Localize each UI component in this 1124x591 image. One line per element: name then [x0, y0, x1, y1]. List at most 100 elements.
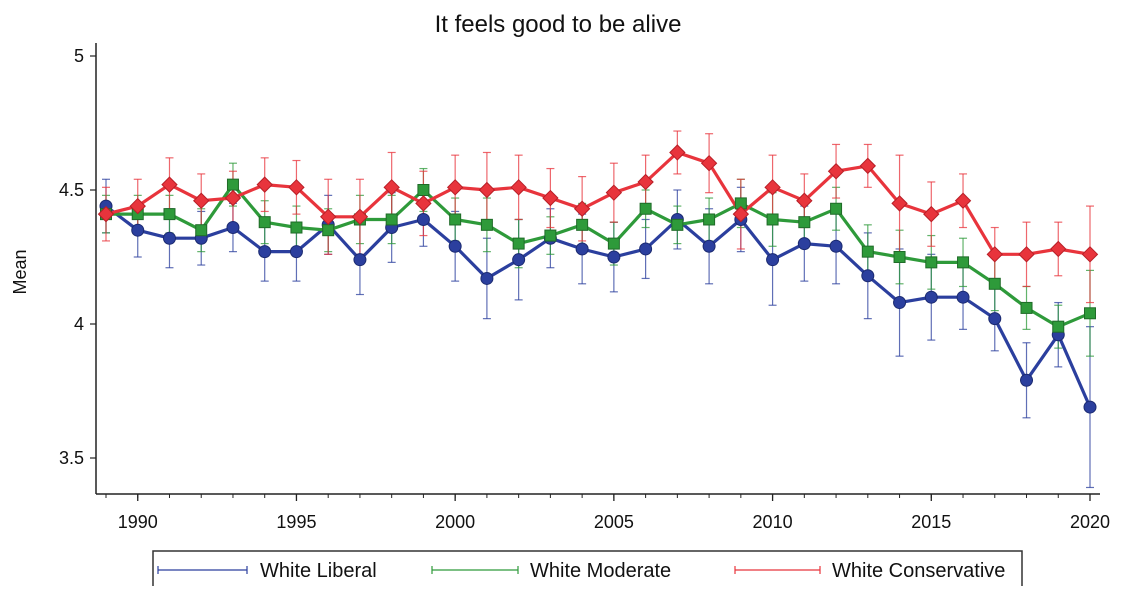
white-liberal-point — [829, 239, 843, 253]
white-moderate-point — [893, 251, 906, 263]
white-conservative-point — [383, 179, 400, 196]
legend-box — [152, 550, 1023, 591]
white-moderate-point — [671, 218, 684, 231]
white-moderate-point — [925, 256, 938, 269]
white-moderate-point — [290, 221, 303, 234]
white-liberal-point — [512, 253, 526, 267]
white-liberal-point — [766, 253, 780, 267]
white-conservative-point — [193, 192, 210, 209]
white-conservative-point — [732, 205, 750, 223]
x-tick-label: 2020 — [1070, 512, 1110, 532]
white-conservative-line — [105, 150, 1091, 256]
axes: 3.5 4 4.5 5 1990 1995 2000 2005 2010 2015 2020 — [59, 43, 1110, 532]
y-tick-label: 5 — [74, 46, 84, 66]
white-moderate-point — [258, 216, 271, 229]
white-liberal-point — [575, 242, 589, 256]
white-conservative-point — [669, 144, 686, 161]
white-conservative-point — [129, 197, 146, 215]
white-liberal-point — [162, 231, 176, 245]
white-conservative-point — [224, 189, 242, 207]
white-moderate-point — [322, 224, 335, 237]
white-conservative-point — [1018, 246, 1035, 263]
white-conservative-point — [954, 192, 972, 209]
white-conservative-point — [859, 157, 877, 175]
white-conservative-point — [256, 176, 273, 193]
white-conservative-point — [510, 179, 527, 196]
white-liberal-point — [289, 245, 303, 259]
x-tick-label: 1995 — [276, 512, 316, 532]
white-moderate-point — [544, 229, 557, 242]
white-conservative-point — [923, 205, 940, 223]
series-lines — [105, 150, 1092, 408]
white-liberal-point — [131, 223, 145, 237]
white-liberal-point — [258, 245, 272, 259]
white-moderate-point — [449, 213, 462, 226]
white-conservative-point — [605, 184, 623, 201]
white-moderate-point — [607, 237, 620, 250]
error-bars — [102, 130, 1094, 489]
white-liberal-line — [105, 204, 1092, 408]
y-tick-label: 4 — [74, 314, 84, 334]
white-moderate-point — [830, 202, 843, 215]
white-conservative-point — [764, 179, 781, 196]
white-conservative-point — [637, 173, 654, 191]
x-tick-label: 2005 — [594, 512, 634, 532]
white-liberal-point — [1020, 373, 1034, 387]
white-liberal-point — [353, 253, 367, 267]
white-moderate-point — [1020, 301, 1033, 314]
white-liberal-point — [480, 271, 494, 285]
white-moderate-point — [163, 208, 176, 221]
x-tick-label: 1990 — [118, 512, 158, 532]
white-moderate-point — [766, 213, 779, 226]
white-conservative-point — [827, 163, 845, 180]
white-conservative-point — [478, 181, 496, 199]
white-moderate-point — [512, 237, 525, 250]
white-moderate-point — [1052, 320, 1065, 333]
x-tick-label: 2015 — [911, 512, 951, 532]
white-liberal-point — [1083, 400, 1097, 414]
y-tick-label: 4.5 — [59, 180, 84, 200]
white-moderate-legend-label: White Moderate — [530, 560, 671, 582]
white-conservative-point — [1081, 246, 1099, 263]
white-liberal-point — [226, 221, 240, 235]
white-conservative-point — [319, 208, 337, 226]
series-markers — [97, 144, 1099, 414]
white-moderate-point — [385, 213, 398, 226]
white-conservative-point — [288, 179, 305, 196]
white-moderate-point — [226, 178, 239, 191]
white-conservative-point — [542, 189, 559, 207]
white-moderate-point — [195, 224, 208, 237]
white-moderate-line — [106, 183, 1091, 329]
white-conservative-point — [415, 195, 432, 212]
white-liberal-point — [702, 239, 716, 253]
white-moderate-point — [417, 184, 430, 196]
white-conservative-point — [986, 246, 1003, 263]
white-liberal-point — [956, 290, 970, 304]
white-moderate-point — [1084, 307, 1096, 320]
white-conservative-point — [891, 195, 908, 212]
white-liberal-point — [448, 239, 462, 253]
white-moderate-point — [703, 213, 716, 226]
chart-title: It feels good to be alive — [435, 11, 682, 38]
white-liberal-point — [416, 212, 430, 226]
x-tick-label: 2000 — [435, 512, 475, 532]
white-conservative-point — [1050, 240, 1067, 258]
white-conservative-legend-label: White Conservative — [832, 560, 1005, 582]
white-conservative-point — [796, 192, 813, 209]
legend: White Liberal White Moderate White Conserv… — [152, 550, 1023, 591]
white-liberal-point — [639, 242, 653, 256]
white-moderate-point — [861, 245, 874, 258]
white-liberal-point — [797, 237, 811, 251]
white-conservative-point — [573, 200, 591, 217]
white-liberal-point — [893, 296, 907, 310]
white-conservative-point — [97, 205, 115, 223]
y-axis-label: Mean — [10, 249, 30, 294]
white-conservative-point — [700, 154, 718, 172]
white-liberal-point — [924, 290, 938, 304]
white-conservative-point — [351, 208, 369, 226]
white-liberal-point — [607, 250, 621, 264]
white-moderate-point — [957, 256, 970, 269]
white-moderate-point — [480, 218, 493, 231]
